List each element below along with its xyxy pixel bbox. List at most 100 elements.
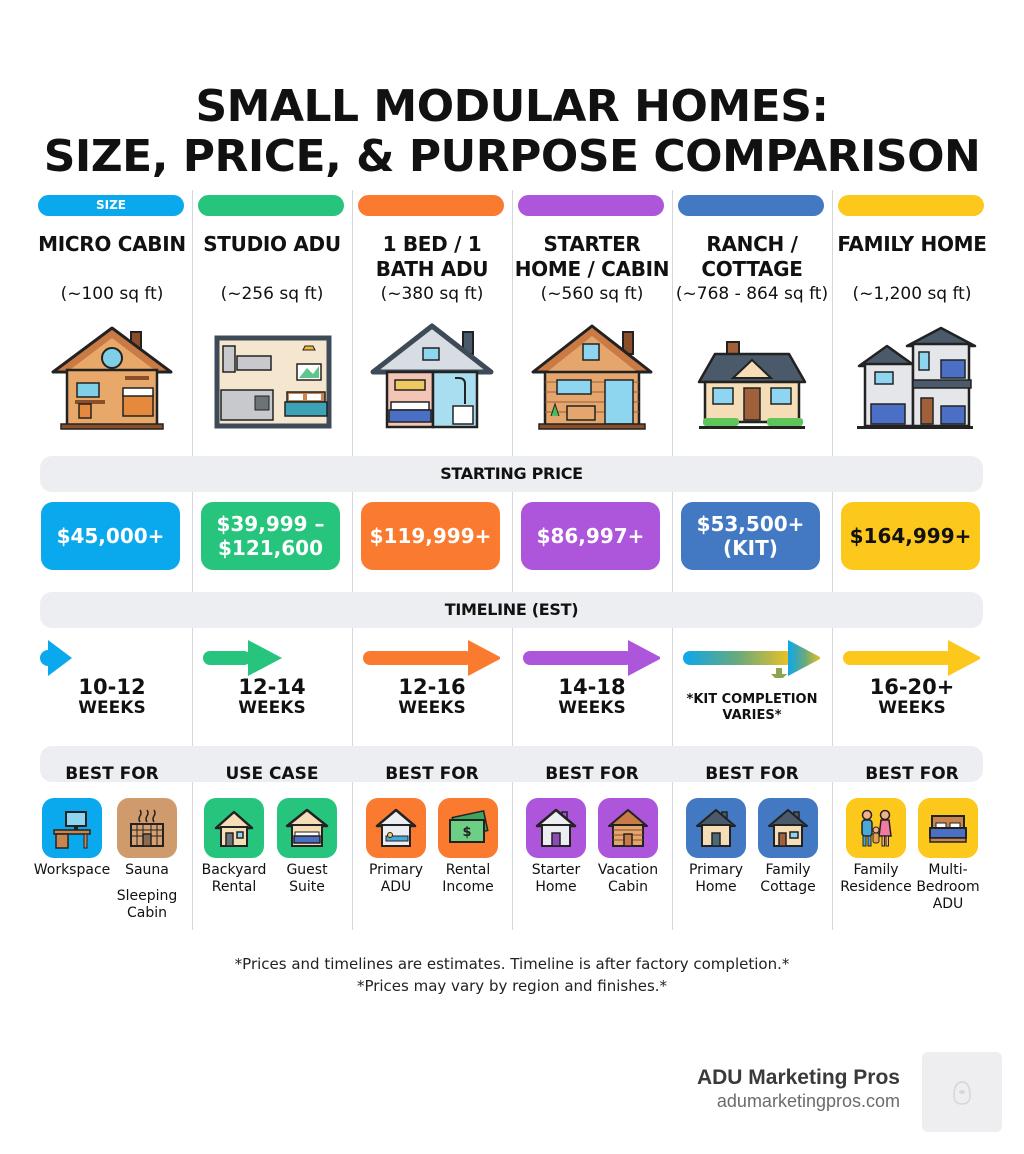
square-footage: (~560 sq ft) — [540, 284, 644, 304]
best-for-label: BEST FOR — [545, 764, 639, 784]
use-label: Starter Home — [531, 862, 581, 895]
use-tile-workspace — [42, 798, 102, 858]
column-micro-cabin: SIZE MICRO CABIN (~100 sq ft) $45,000+ 1… — [32, 190, 192, 930]
use-tile-primary-home — [686, 798, 746, 858]
use-label: Rental Income — [442, 862, 494, 895]
column-divider — [512, 190, 513, 930]
timeline-arrow-icon — [40, 640, 72, 676]
disclaimer: *Prices and timelines are estimates. Tim… — [0, 953, 1024, 997]
ranch-house-icon — [697, 341, 807, 429]
column-studio-adu: STUDIO ADU (~256 sq ft) $39,999 – $121,6… — [192, 190, 352, 930]
use-tile-sauna — [117, 798, 177, 858]
use-label: Primary Home — [688, 862, 744, 895]
title-line-2: SIZE, PRICE, & PURPOSE COMPARISON — [43, 131, 981, 182]
best-for-label: BEST FOR — [705, 764, 799, 784]
timeline-arrow-icon — [523, 640, 660, 676]
use-tile-primary-adu — [366, 798, 426, 858]
best-for-label: BEST FOR — [385, 764, 479, 784]
weeks-range: 12-14 — [238, 675, 306, 699]
house-icon — [696, 809, 736, 847]
home-type-name: 1 BED / 1 BATH ADU — [375, 232, 489, 281]
svg-text:$: $ — [462, 825, 471, 840]
timeline-gradient-arrow-icon — [683, 640, 820, 678]
cash-icon: $ — [449, 810, 489, 843]
log-cabin-icon — [608, 809, 648, 847]
best-for-label: BEST FOR — [865, 764, 959, 784]
square-footage: (~256 sq ft) — [220, 284, 324, 304]
bed-bath-house-icon — [370, 323, 494, 429]
starting-price: $119,999+ — [361, 502, 500, 570]
two-story-house-icon — [857, 326, 977, 429]
size-pill: SIZE — [38, 195, 184, 216]
use-label: Backyard Rental — [201, 862, 267, 895]
timeline-weeks: 10-12 WEEKS — [32, 676, 192, 718]
micro-cabin-icon — [51, 326, 173, 430]
family-icon — [861, 809, 892, 847]
timeline-weeks: 12-14 WEEKS — [192, 676, 352, 718]
desk-computer-icon — [53, 811, 91, 849]
use-tile-guest-suite — [277, 798, 337, 858]
best-for-label: BEST FOR — [65, 764, 159, 784]
brand-logo — [922, 1052, 1002, 1132]
use-tile-starter-home — [526, 798, 586, 858]
square-footage: (~1,200 sq ft) — [852, 284, 972, 304]
home-type-name: FAMILY HOME — [837, 232, 987, 256]
use-label-extra: Sleeping Cabin — [116, 888, 178, 921]
color-pill — [198, 195, 344, 216]
home-type-name: STARTER HOME / CABIN — [514, 232, 670, 281]
timeline-weeks: 16-20+ WEEKS — [832, 676, 992, 718]
square-footage: (~100 sq ft) — [60, 284, 164, 304]
house-icon — [535, 808, 577, 847]
use-tile-multi-bedroom-adu — [918, 798, 978, 858]
house-bed-icon — [375, 808, 417, 847]
home-type-name: STUDIO ADU — [203, 232, 341, 256]
color-pill — [678, 195, 824, 216]
column-1bed-1bath-adu: 1 BED / 1 BATH ADU (~380 sq ft) $119,999… — [352, 190, 512, 930]
square-footage: (~380 sq ft) — [380, 284, 484, 304]
timeline-arrow-icon — [363, 640, 500, 676]
use-label: Workspace — [33, 862, 111, 878]
disclaimer-line-2: *Prices may vary by region and finishes.… — [356, 977, 668, 995]
brand-url[interactable]: adumarketingpros.com — [716, 1091, 900, 1111]
log-cabin-icon — [531, 324, 653, 430]
studio-interior-icon — [214, 335, 332, 429]
comparison-grid: STARTING PRICE TIMELINE (EST) SIZE MICRO… — [32, 190, 992, 930]
timeline-arrow-icon — [843, 640, 980, 676]
use-label: Vacation Cabin — [597, 862, 659, 895]
starting-price: $86,997+ — [521, 502, 660, 570]
column-divider — [192, 190, 193, 930]
sauna-icon — [130, 809, 164, 847]
use-tile-backyard-rental — [204, 798, 264, 858]
best-for-band — [40, 746, 983, 782]
weeks-unit: WEEKS — [878, 698, 946, 718]
timeline-band: TIMELINE (EST) — [40, 592, 983, 628]
weeks-range: 10-12 — [78, 675, 146, 699]
disclaimer-line-1: *Prices and timelines are estimates. Tim… — [234, 955, 790, 973]
use-label: Family Cottage — [760, 862, 816, 895]
use-tile-rental-income: $ — [438, 798, 498, 858]
column-ranch-cottage: RANCH / COTTAGE (~768 - 864 sq ft) $53,5… — [672, 190, 832, 930]
use-tile-vacation-cabin — [598, 798, 658, 858]
color-pill — [838, 195, 984, 216]
use-label: Guest Suite — [286, 862, 328, 895]
weeks-range: 16-20+ — [869, 675, 955, 699]
column-divider — [832, 190, 833, 930]
title-line-1: SMALL MODULAR HOMES: — [195, 81, 829, 132]
use-label: Family Residence — [840, 862, 912, 895]
timeline-arrow-icon — [203, 640, 282, 676]
starting-price: $45,000+ — [41, 502, 180, 570]
square-footage: (~768 - 864 sq ft) — [675, 284, 829, 304]
weeks-range: 14-18 — [558, 675, 626, 699]
column-starter-home-cabin: STARTER HOME / CABIN (~560 sq ft) $86,99… — [512, 190, 672, 930]
weeks-range: 12-16 — [398, 675, 466, 699]
timeline-weeks: 12-16 WEEKS — [352, 676, 512, 718]
use-label: Primary ADU — [368, 862, 424, 895]
column-divider — [672, 190, 673, 930]
starting-price-band: STARTING PRICE — [40, 456, 983, 492]
starting-price: $53,500+ (KIT) — [681, 502, 820, 570]
starting-price: $39,999 – $121,600 — [201, 502, 340, 570]
home-type-name: RANCH / COTTAGE — [701, 232, 803, 281]
use-tile-family-cottage — [758, 798, 818, 858]
use-case-label: USE CASE — [225, 764, 319, 784]
brand-name: ADU Marketing Pros — [696, 1066, 900, 1089]
